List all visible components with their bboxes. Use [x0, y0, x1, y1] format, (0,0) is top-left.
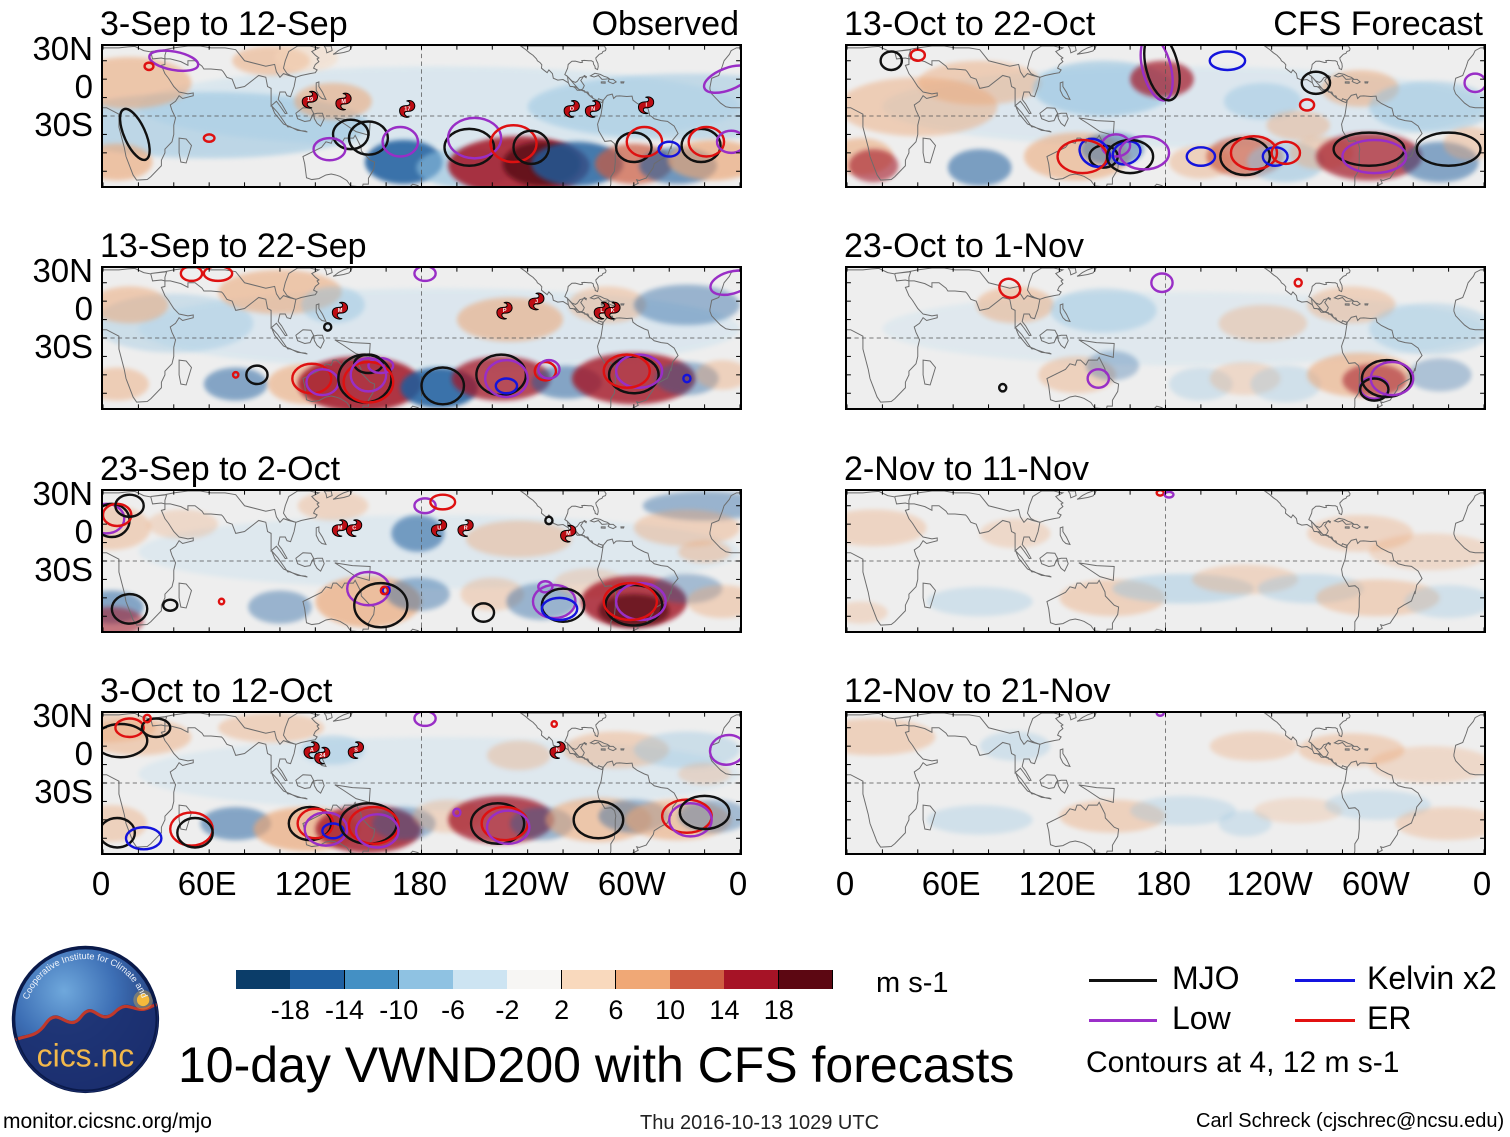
svg-text:N: N: [591, 106, 595, 112]
svg-text:P: P: [503, 308, 507, 314]
svg-text:L: L: [600, 308, 604, 314]
svg-text:N: N: [556, 747, 560, 753]
svg-text:M: M: [566, 531, 571, 537]
svg-text:O: O: [570, 106, 575, 112]
svg-text:19: 19: [307, 97, 313, 103]
svg-text:R: R: [464, 525, 468, 531]
svg-text:C: C: [352, 525, 356, 531]
svg-text:M: M: [338, 308, 343, 314]
svg-text:J: J: [535, 299, 538, 305]
svg-text:M: M: [341, 99, 346, 105]
svg-text:A: A: [310, 747, 314, 753]
svg-text:cics.nc: cics.nc: [36, 1037, 134, 1073]
svg-text:K: K: [611, 308, 615, 314]
svg-text:S: S: [354, 747, 358, 753]
svg-text:U: U: [437, 525, 441, 531]
svg-text:M: M: [338, 525, 343, 531]
svg-text:24: 24: [319, 753, 326, 759]
svg-text:17: 17: [404, 106, 410, 112]
